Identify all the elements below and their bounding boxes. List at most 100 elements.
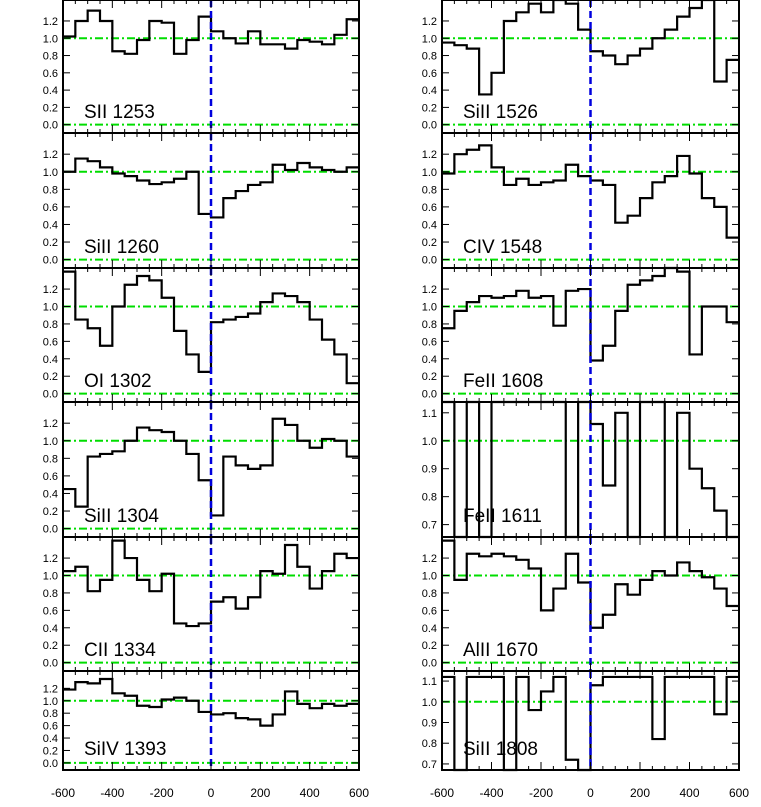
x-axis-tick-label: -400 — [100, 786, 124, 800]
cii-1334-panel-label: CII 1334 — [84, 640, 156, 661]
alii-1670-panel-label: AlII 1670 — [463, 640, 538, 661]
civ-1548-ytick-label: 1.0 — [422, 167, 437, 179]
siii-1304-ytick-label: 1.2 — [43, 418, 58, 430]
siii-1260-ytick-label: 0.4 — [43, 219, 58, 231]
siii-1260-ytick-label: 0.8 — [43, 184, 58, 196]
alii-1670-ytick-label: 0.8 — [422, 588, 437, 600]
siii-1526-ytick-label: 0.6 — [422, 68, 437, 80]
siii-1304-spectrum — [63, 417, 359, 517]
feii-1611-ytick-label: 0.9 — [422, 464, 437, 476]
siii-1260-ytick-label: 0.0 — [43, 255, 58, 267]
sii-1253-ytick-label: 0.4 — [43, 85, 58, 97]
sii-1253-ytick-label: 0.8 — [43, 51, 58, 63]
sii-1253-panel-label: SII 1253 — [84, 102, 155, 123]
x-axis-tick-label: 200 — [630, 786, 650, 800]
cii-1334-ytick-label: 1.2 — [43, 553, 58, 565]
feii-1611-panel-label: FeII 1611 — [463, 506, 542, 527]
feii-1611-ytick-label: 1.1 — [422, 408, 437, 420]
sii-1253-ytick-label: 1.2 — [43, 16, 58, 28]
alii-1670-ytick-label: 0.6 — [422, 605, 437, 617]
feii-1608-ytick-label: 0.4 — [422, 354, 437, 366]
feii-1608-ytick-label: 0.0 — [422, 389, 437, 401]
alii-1670-ytick-label: 0.0 — [422, 658, 437, 670]
feii-1611-ytick-label: 0.8 — [422, 492, 437, 504]
siii-1526-panel-label: SiII 1526 — [463, 102, 538, 123]
civ-1548-ytick-label: 0.4 — [422, 219, 437, 231]
siii-1526-ytick-label: 0.4 — [422, 85, 437, 97]
oi-1302-ytick-label: 0.4 — [43, 354, 58, 366]
civ-1548-ytick-label: 0.6 — [422, 202, 437, 214]
siii-1260-ytick-label: 0.6 — [43, 202, 58, 214]
sii-1253-spectrum — [63, 9, 359, 55]
siii-1808-spectrum — [442, 675, 739, 772]
feii-1608-ytick-label: 1.2 — [422, 284, 437, 296]
alii-1670-ytick-label: 0.4 — [422, 623, 437, 635]
alii-1670-ytick-label: 0.2 — [422, 640, 437, 652]
x-axis-tick-label: 0 — [208, 786, 215, 800]
oi-1302-ytick-label: 0.2 — [43, 371, 58, 383]
siii-1526-ytick-label: 1.2 — [422, 16, 437, 28]
oi-1302-ytick-label: 0.0 — [43, 389, 58, 401]
siii-1526-ytick-label: 0.2 — [422, 102, 437, 114]
alii-1670-ytick-label: 1.0 — [422, 571, 437, 583]
siii-1260-ytick-label: 0.2 — [43, 237, 58, 249]
cii-1334-ytick-label: 0.6 — [43, 605, 58, 617]
siii-1304-ytick-label: 0.8 — [43, 453, 58, 465]
x-axis-tick-label: -600 — [51, 786, 75, 800]
x-axis-tick-label: -200 — [150, 786, 174, 800]
civ-1548-ytick-label: 1.2 — [422, 149, 437, 161]
x-axis-tick-label: 200 — [250, 786, 270, 800]
siii-1304-ytick-label: 0.2 — [43, 506, 58, 518]
x-axis-tick-label: -600 — [430, 786, 454, 800]
civ-1548-ytick-label: 0.2 — [422, 237, 437, 249]
siii-1526-ytick-label: 0.0 — [422, 120, 437, 132]
siii-1808-ytick-label: 1.1 — [422, 676, 437, 688]
siiv-1393-ytick-label: 1.2 — [43, 683, 58, 695]
siii-1304-ytick-label: 0.4 — [43, 488, 58, 500]
x-axis-tick-label: 0 — [587, 786, 594, 800]
cii-1334-ytick-label: 1.0 — [43, 571, 58, 583]
siiv-1393-spectrum — [63, 677, 359, 727]
siiv-1393-ytick-label: 0.4 — [43, 733, 58, 745]
siii-1808-ytick-label: 0.7 — [422, 759, 437, 771]
siii-1808-ytick-label: 0.9 — [422, 718, 437, 730]
oi-1302-ytick-label: 0.8 — [43, 319, 58, 331]
civ-1548-panel-label: CIV 1548 — [463, 237, 542, 258]
cii-1334-ytick-label: 0.4 — [43, 623, 58, 635]
siii-1260-ytick-label: 1.2 — [43, 149, 58, 161]
siii-1808-ytick-label: 1.0 — [422, 697, 437, 709]
siii-1526-spectrum — [442, 0, 739, 96]
feii-1611-ytick-label: 0.7 — [422, 520, 437, 532]
siiv-1393-ytick-label: 0.0 — [43, 758, 58, 770]
feii-1608-spectrum — [442, 266, 739, 362]
siiv-1393-ytick-label: 0.8 — [43, 708, 58, 720]
oi-1302-ytick-label: 1.2 — [43, 284, 58, 296]
civ-1548-ytick-label: 0.0 — [422, 255, 437, 267]
feii-1608-ytick-label: 1.0 — [422, 302, 437, 314]
siiv-1393-ytick-label: 0.2 — [43, 745, 58, 757]
siiv-1393-ytick-label: 1.0 — [43, 696, 58, 708]
x-axis-tick-label: 600 — [349, 786, 369, 800]
siii-1526-ytick-label: 0.8 — [422, 51, 437, 63]
cii-1334-ytick-label: 0.2 — [43, 640, 58, 652]
x-axis-tick-label: -200 — [529, 786, 553, 800]
siiv-1393-ytick-label: 0.6 — [43, 721, 58, 733]
x-axis-tick-label: -400 — [479, 786, 503, 800]
x-axis-tick-label: 400 — [679, 786, 699, 800]
siii-1260-panel-label: SiII 1260 — [84, 237, 159, 258]
siii-1304-panel-label: SiII 1304 — [84, 506, 159, 527]
sii-1253-ytick-label: 0.6 — [43, 68, 58, 80]
siii-1808-panel-frame — [441, 670, 740, 771]
sii-1253-ytick-label: 0.2 — [43, 102, 58, 114]
feii-1608-ytick-label: 0.8 — [422, 319, 437, 331]
siiv-1393-panel-label: SiIV 1393 — [84, 739, 166, 760]
oi-1302-ytick-label: 0.6 — [43, 336, 58, 348]
siii-1304-ytick-label: 1.0 — [43, 436, 58, 448]
siii-1304-ytick-label: 0.0 — [43, 524, 58, 536]
siii-1260-ytick-label: 1.0 — [43, 167, 58, 179]
feii-1608-ytick-label: 0.2 — [422, 371, 437, 383]
siiv-1393-panel-frame — [62, 670, 360, 771]
alii-1670-ytick-label: 1.2 — [422, 553, 437, 565]
